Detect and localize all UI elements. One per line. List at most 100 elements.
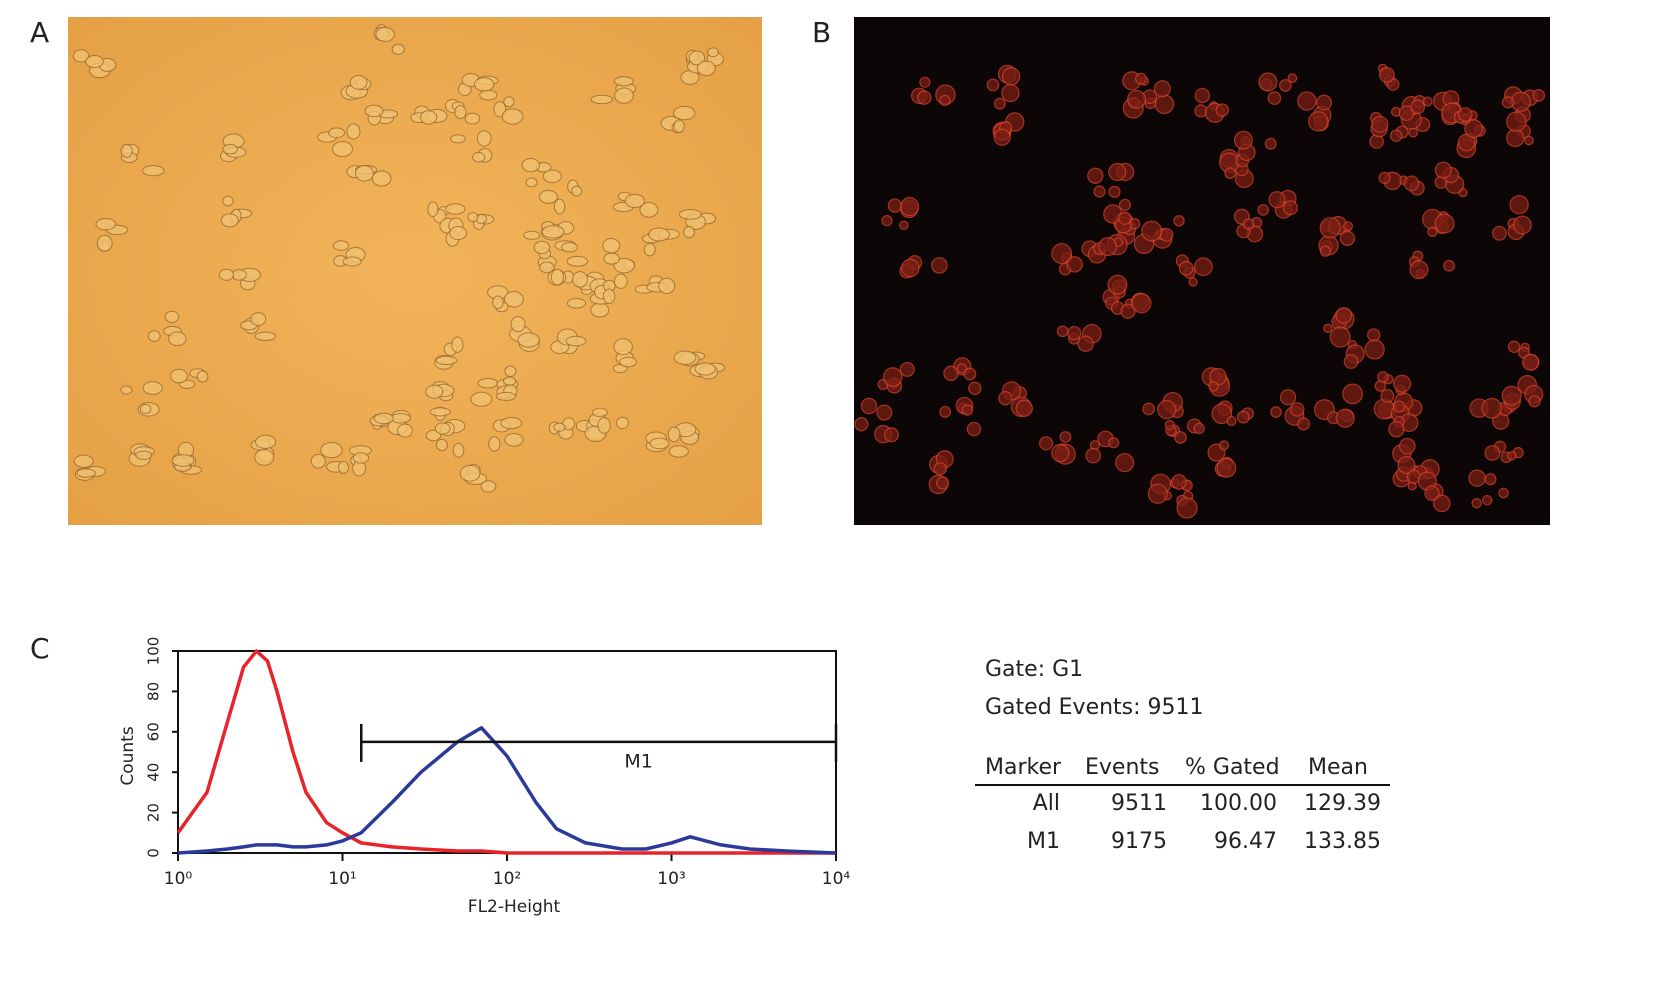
cell (1379, 67, 1395, 83)
cell (613, 273, 628, 289)
cell (667, 426, 681, 443)
cell (1364, 339, 1385, 360)
cell (673, 350, 697, 365)
cell (673, 119, 685, 133)
cell (539, 261, 555, 274)
cell (1127, 89, 1147, 109)
table-cell: 9511 (1111, 791, 1167, 816)
cell (523, 230, 541, 240)
cell (1264, 137, 1277, 150)
cell (1135, 72, 1147, 85)
cell (364, 104, 384, 118)
y-tick-label: 60 (145, 722, 163, 741)
cell (1471, 498, 1482, 509)
cell (479, 89, 498, 101)
cell (1267, 91, 1282, 105)
cell (76, 468, 96, 478)
cell (696, 60, 716, 77)
cell (1390, 129, 1403, 142)
cell (648, 227, 670, 242)
cell (1107, 274, 1128, 295)
cell (887, 198, 902, 213)
cell (254, 434, 277, 449)
cell (492, 295, 504, 310)
cell (571, 185, 583, 197)
cell (1115, 453, 1135, 473)
table-cell: 129.39 (1304, 791, 1381, 816)
cell (95, 217, 117, 231)
cell (1120, 303, 1136, 319)
cell (553, 422, 566, 432)
cell (373, 412, 394, 425)
cell (346, 123, 361, 140)
cell (1532, 89, 1546, 102)
cell (1001, 83, 1020, 103)
cell (900, 197, 920, 217)
cell (1408, 127, 1419, 138)
panel-label: C (30, 632, 50, 665)
cell (1067, 325, 1082, 341)
cell (454, 105, 467, 120)
cell (1308, 111, 1329, 132)
cell (473, 77, 495, 92)
cell (1236, 410, 1250, 424)
cell (120, 385, 133, 395)
cell (1108, 162, 1127, 182)
cell (222, 143, 239, 155)
cell (1427, 226, 1438, 237)
cell (1001, 67, 1021, 86)
cell (1176, 497, 1198, 519)
cell (678, 208, 702, 220)
cell (1085, 447, 1101, 464)
cell (614, 87, 634, 104)
cell (1131, 293, 1152, 314)
table-cell: 96.47 (1214, 829, 1277, 854)
cell (331, 140, 353, 158)
cell (899, 361, 915, 377)
cell (706, 47, 719, 58)
cell (1208, 381, 1219, 392)
cell (196, 370, 209, 383)
y-tick-label: 40 (145, 763, 163, 782)
cell (688, 50, 706, 66)
cell (602, 288, 616, 305)
cell (1319, 217, 1341, 239)
cell (502, 376, 517, 386)
y-tick-label: 20 (145, 803, 163, 822)
cell (141, 165, 165, 177)
cell (328, 127, 346, 139)
cell (449, 225, 468, 241)
cell (1178, 260, 1194, 276)
cell (435, 438, 448, 452)
cell (572, 271, 588, 288)
cell (876, 404, 893, 421)
cell (371, 170, 392, 187)
cell (1380, 388, 1395, 403)
cell (342, 256, 362, 267)
cell (1498, 487, 1509, 499)
cell (1226, 415, 1237, 427)
cell (349, 74, 368, 90)
cell (1108, 437, 1120, 449)
cell (164, 310, 180, 324)
cell (488, 436, 501, 452)
cell (1290, 402, 1305, 417)
cell (1188, 277, 1198, 287)
cell (332, 240, 350, 251)
panel-label: B (812, 16, 831, 49)
cell (1282, 200, 1298, 216)
cell (521, 158, 541, 173)
cell (542, 169, 562, 184)
cell (917, 90, 932, 105)
x-axis-label: FL2-Height (468, 897, 561, 917)
cell (649, 437, 670, 450)
cell (966, 421, 982, 437)
cell (1434, 213, 1455, 234)
cell (1077, 335, 1094, 352)
cell (425, 429, 442, 442)
cell (420, 110, 438, 125)
cell (354, 165, 374, 182)
cell (613, 338, 633, 356)
cell (683, 226, 696, 239)
cell (1279, 389, 1297, 406)
